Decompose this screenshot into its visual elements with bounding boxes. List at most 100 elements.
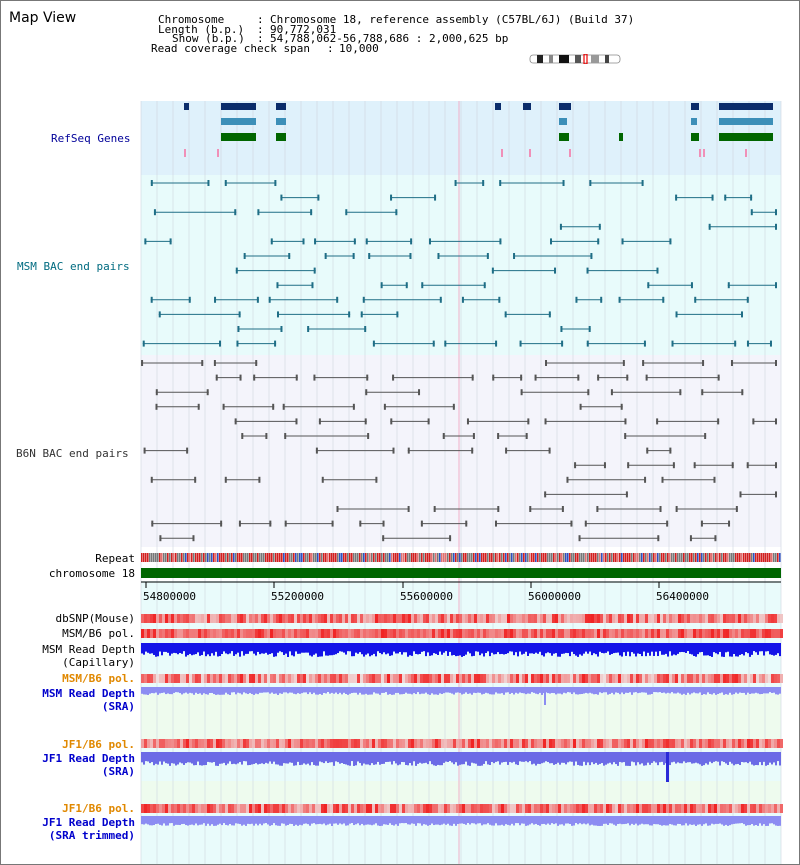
read-depth-bar bbox=[171, 816, 173, 824]
read-depth-bar bbox=[649, 643, 651, 656]
read-depth-bar bbox=[409, 816, 411, 825]
polymorphism-cell bbox=[720, 674, 723, 683]
polymorphism-cell bbox=[393, 614, 396, 623]
track-label-refseq-genes[interactable]: RefSeq Genes bbox=[51, 132, 131, 145]
repeat-element bbox=[609, 553, 611, 562]
polymorphism-cell bbox=[540, 804, 543, 813]
read-depth-bar bbox=[641, 687, 643, 693]
read-depth-bar bbox=[759, 816, 761, 824]
repeat-element bbox=[325, 553, 327, 562]
polymorphism-cell bbox=[588, 629, 591, 638]
polymorphism-cell bbox=[246, 614, 249, 623]
polymorphism-cell bbox=[609, 739, 612, 748]
polymorphism-cell bbox=[225, 674, 228, 683]
read-depth-bar bbox=[401, 643, 403, 655]
read-depth-bar bbox=[457, 816, 459, 824]
read-depth-bar bbox=[159, 687, 161, 694]
polymorphism-cell bbox=[285, 629, 288, 638]
polymorphism-cell bbox=[564, 674, 567, 683]
bac-end-marker bbox=[392, 447, 395, 454]
read-depth-bar bbox=[581, 643, 583, 656]
polymorphism-cell bbox=[462, 739, 465, 748]
read-depth-bar bbox=[253, 643, 255, 654]
read-depth-bar bbox=[665, 816, 667, 826]
polymorphism-cell bbox=[714, 614, 717, 623]
read-depth-bar bbox=[707, 752, 709, 765]
read-depth-bar bbox=[591, 687, 593, 694]
polymorphism-cell bbox=[267, 804, 270, 813]
track-label-msm-bac[interactable]: MSM BAC end pairs bbox=[17, 260, 130, 273]
polymorphism-cell bbox=[303, 629, 306, 638]
repeat-element bbox=[437, 553, 439, 562]
read-depth-bar bbox=[693, 816, 695, 825]
read-depth-bar bbox=[199, 687, 201, 694]
polymorphism-cell bbox=[702, 739, 705, 748]
track-label-b6n-bac[interactable]: B6N BAC end pairs bbox=[16, 447, 129, 460]
repeat-element bbox=[553, 553, 555, 562]
polymorphism-cell bbox=[558, 804, 561, 813]
bac-end-marker bbox=[656, 267, 659, 274]
read-depth-bar bbox=[233, 643, 235, 656]
polymorphism-cell bbox=[207, 674, 210, 683]
read-depth-bar bbox=[769, 643, 771, 655]
polymorphism-cell bbox=[450, 629, 453, 638]
bac-end-marker bbox=[598, 223, 601, 230]
polymorphism-cell bbox=[387, 674, 390, 683]
read-depth-bar bbox=[199, 752, 201, 766]
read-depth-bar bbox=[669, 643, 671, 652]
bac-end-marker bbox=[206, 389, 209, 396]
bac-end-marker bbox=[395, 209, 398, 216]
read-depth-bar bbox=[553, 687, 555, 694]
read-depth-bar bbox=[771, 752, 773, 765]
read-depth-bar bbox=[769, 687, 771, 693]
read-depth-bar bbox=[363, 687, 365, 695]
polymorphism-cell bbox=[357, 739, 360, 748]
polymorphism-cell bbox=[453, 739, 456, 748]
polymorphism-cell bbox=[615, 804, 618, 813]
read-depth-bar bbox=[307, 687, 309, 695]
polymorphism-cell bbox=[300, 674, 303, 683]
repeat-element bbox=[615, 553, 617, 562]
read-depth-bar bbox=[281, 643, 283, 653]
repeat-element bbox=[155, 553, 157, 562]
polymorphism-cell bbox=[537, 629, 540, 638]
polymorphism-cell bbox=[708, 614, 711, 623]
read-depth-bar bbox=[573, 752, 575, 766]
read-depth-bar bbox=[375, 816, 377, 824]
polymorphism-cell bbox=[570, 739, 573, 748]
repeat-element bbox=[545, 553, 547, 562]
read-depth-bar bbox=[269, 643, 271, 655]
polymorphism-cell bbox=[486, 629, 489, 638]
polymorphism-cell bbox=[174, 804, 177, 813]
polymorphism-cell bbox=[354, 674, 357, 683]
read-depth-bar bbox=[751, 687, 753, 694]
read-depth-bar bbox=[437, 752, 439, 765]
read-depth-bar bbox=[511, 687, 513, 693]
polymorphism-cell bbox=[333, 674, 336, 683]
polymorphism-cell bbox=[705, 674, 708, 683]
polymorphism-cell bbox=[759, 629, 762, 638]
polymorphism-cell bbox=[645, 629, 648, 638]
read-depth-bar bbox=[519, 687, 521, 693]
repeat-element bbox=[373, 553, 375, 562]
bac-end-marker bbox=[372, 340, 375, 347]
read-depth-bar bbox=[353, 752, 355, 766]
read-depth-bar bbox=[275, 752, 277, 765]
polymorphism-cell bbox=[183, 629, 186, 638]
polymorphism-cell bbox=[279, 614, 282, 623]
polymorphism-cell bbox=[264, 629, 267, 638]
polymorphism-cell bbox=[243, 629, 246, 638]
polymorphism-cell bbox=[177, 804, 180, 813]
read-depth-bar bbox=[357, 752, 359, 762]
bac-end-marker bbox=[382, 520, 385, 527]
polymorphism-cell bbox=[249, 674, 252, 683]
read-depth-bar bbox=[521, 687, 523, 694]
polymorphism-cell bbox=[399, 614, 402, 623]
read-depth-bar bbox=[373, 687, 375, 693]
read-depth-bar bbox=[475, 643, 477, 652]
read-depth-bar bbox=[599, 687, 601, 693]
polymorphism-cell bbox=[471, 614, 474, 623]
chromosome-ideogram[interactable] bbox=[529, 54, 622, 64]
read-depth-bar bbox=[563, 687, 565, 693]
